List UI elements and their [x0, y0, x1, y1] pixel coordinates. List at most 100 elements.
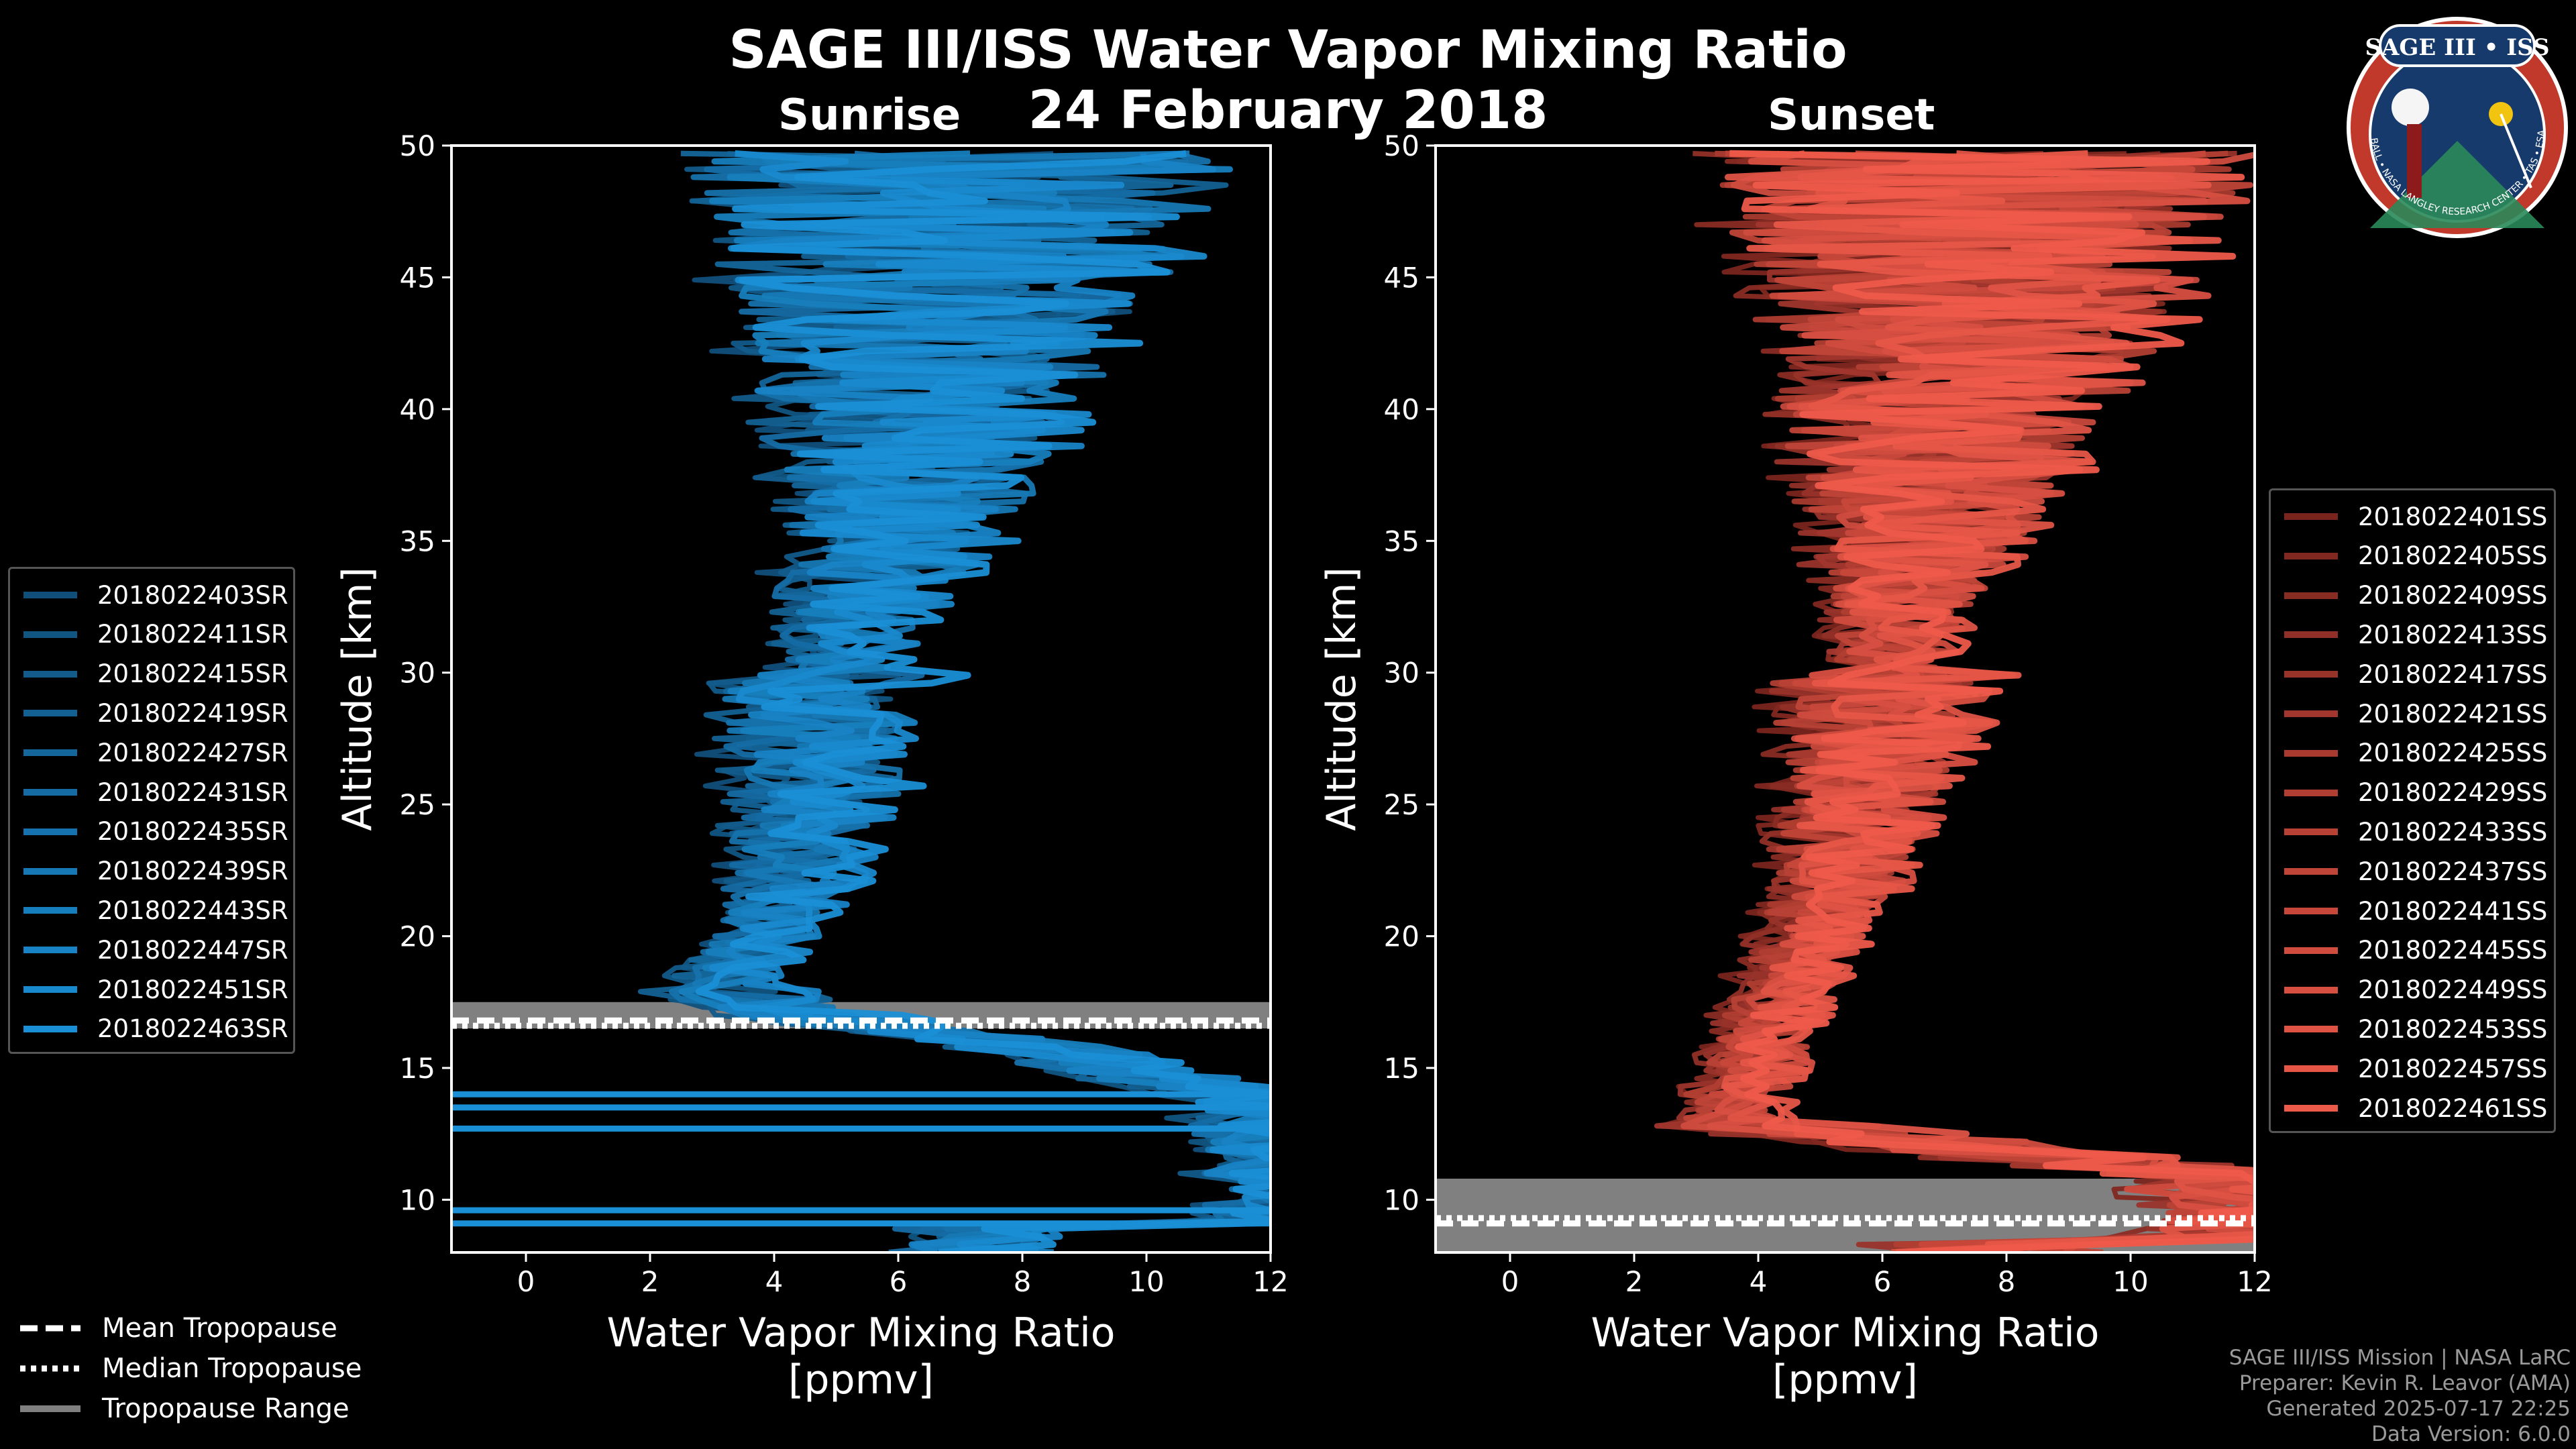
legend-swatch [23, 1025, 77, 1032]
y-tick-label: 50 [400, 129, 435, 162]
y-tick-label: 45 [1384, 261, 1419, 294]
legend-swatch [2284, 789, 2338, 796]
legend-median-label: Median Tropopause [102, 1353, 362, 1384]
y-tick-label: 30 [400, 657, 435, 690]
sage-iii-iss-logo: SAGE III • ISS BALL • NASA LANGLEY RESEA… [2347, 17, 2568, 238]
legend-label: 2018022445SS [2358, 936, 2548, 965]
y-tick-label: 20 [1384, 920, 1419, 953]
x-tick-label: 12 [2237, 1265, 2272, 1298]
credits-line-2: Preparer: Kevin R. Leavor (AMA) [2239, 1371, 2571, 1395]
legend-swatch [23, 749, 77, 757]
dotted-line-icon [20, 1365, 80, 1372]
legend-label: 2018022411SR [97, 620, 288, 649]
badge-title: SAGE III • ISS [2365, 34, 2549, 61]
sunrise-x-axis-units: [ppmv] [788, 1356, 934, 1403]
x-tick-label: 12 [1252, 1265, 1288, 1298]
sunset-panel-title: Sunset [1768, 91, 1935, 140]
legend-entry: 2018022457SS [2271, 1049, 2547, 1088]
legend-entry: 2018022441SS [2271, 892, 2547, 930]
legend-swatch [2284, 710, 2338, 717]
legend-entry: 2018022443SR [10, 891, 288, 930]
legend-swatch [2284, 1026, 2338, 1033]
legend-entry: 2018022449SS [2271, 971, 2547, 1010]
legend-entry: 2018022409SS [2271, 576, 2547, 615]
sunrise-y-axis-label: Altitude [km] [334, 567, 381, 831]
x-tick-label: 6 [890, 1265, 908, 1298]
legend-label: 2018022437SS [2358, 857, 2548, 886]
legend-swatch [2284, 631, 2338, 639]
profile-2018022463SR [695, 150, 1271, 1252]
legend-swatch [2284, 552, 2338, 559]
legend-entry: 2018022415SR [10, 655, 288, 694]
legend-swatch [23, 907, 77, 914]
legend-label: 2018022425SS [2358, 739, 2548, 768]
credits-line-4: Data Version: 6.0.0 [2371, 1422, 2571, 1446]
legend-entry: 2018022431SR [10, 773, 288, 812]
legend-swatch [2284, 908, 2338, 914]
legend-label: 2018022439SR [97, 857, 288, 886]
legend-mean-tropopause: Mean Tropopause [20, 1308, 362, 1348]
legend-label: 2018022417SS [2358, 659, 2548, 689]
legend-label: 2018022433SS [2358, 817, 2548, 847]
legend-label: 2018022409SS [2358, 581, 2548, 610]
sunrise-legend: 2018022403SR 2018022411SR 2018022415SR 2018… [8, 567, 295, 1054]
legend-label: 2018022405SS [2358, 541, 2548, 571]
credits: SAGE III/ISS Mission | NASA LaRC Prepare… [2229, 1345, 2571, 1447]
profile-2018022457SS [1723, 150, 2255, 1252]
sunrise-axes-frame [450, 144, 1272, 1254]
y-tick-label: 15 [1384, 1052, 1419, 1085]
credits-line-3: Generated 2025-07-17 22:25 [2266, 1397, 2571, 1421]
y-tick-label: 35 [400, 525, 435, 557]
legend-label: 2018022431SR [97, 777, 288, 807]
legend-swatch [23, 947, 77, 954]
legend-median-tropopause: Median Tropopause [20, 1348, 362, 1389]
legend-swatch [2284, 828, 2338, 836]
legend-label: 2018022449SS [2358, 975, 2548, 1005]
y-tick-label: 10 [400, 1183, 435, 1216]
legend-label: 2018022443SR [97, 896, 288, 925]
y-tick-label: 40 [1384, 393, 1419, 426]
credits-line-1: SAGE III/ISS Mission | NASA LaRC [2229, 1346, 2571, 1370]
legend-entry: 2018022451SR [10, 970, 288, 1009]
x-tick-label: 2 [1625, 1265, 1644, 1298]
legend-label: 2018022441SS [2358, 896, 2548, 926]
sunset-x-axis-units: [ppmv] [1772, 1356, 1918, 1403]
legend-swatch [23, 631, 77, 638]
range-swatch-icon [20, 1405, 80, 1412]
sunset-axes-frame [1434, 144, 2256, 1254]
legend-entry: 2018022403SR [10, 576, 288, 614]
legend-label: 2018022451SR [97, 975, 288, 1004]
legend-label: 2018022401SS [2358, 502, 2548, 531]
y-tick-label: 10 [1384, 1183, 1419, 1216]
legend-swatch [23, 828, 77, 835]
legend-label: 2018022453SS [2358, 1014, 2548, 1044]
legend-entry: 2018022453SS [2271, 1010, 2547, 1049]
legend-label: 2018022413SS [2358, 620, 2548, 649]
y-tick-label: 35 [1384, 525, 1419, 557]
legend-entry: 2018022433SS [2271, 812, 2547, 851]
legend-entry: 2018022463SR [10, 1010, 288, 1049]
legend-label: 2018022463SR [97, 1014, 288, 1044]
legend-label: 2018022419SR [97, 698, 288, 728]
legend-swatch [2284, 947, 2338, 954]
legend-range-label: Tropopause Range [102, 1393, 350, 1424]
legend-swatch [2284, 513, 2338, 520]
legend-swatch [2284, 1065, 2338, 1073]
legend-swatch [2284, 671, 2338, 678]
legend-swatch [2284, 1105, 2338, 1112]
sunrise-x-axis-label: Water Vapor Mixing Ratio [607, 1309, 1116, 1356]
x-tick-label: 2 [641, 1265, 659, 1298]
legend-label: 2018022429SS [2358, 778, 2548, 808]
sunrise-panel-title: Sunrise [778, 91, 961, 140]
chart-date: 24 February 2018 [1028, 80, 1548, 141]
legend-entry: 2018022445SS [2271, 931, 2547, 970]
y-tick-label: 20 [400, 920, 435, 953]
legend-entry: 2018022439SR [10, 852, 288, 891]
legend-entry: 2018022427SR [10, 733, 288, 772]
legend-entry: 2018022411SR [10, 615, 288, 654]
legend-swatch [23, 710, 77, 717]
profile-2018022461SS [1729, 150, 2255, 1252]
legend-entry: 2018022405SS [2271, 537, 2547, 576]
legend-swatch [2284, 749, 2338, 757]
